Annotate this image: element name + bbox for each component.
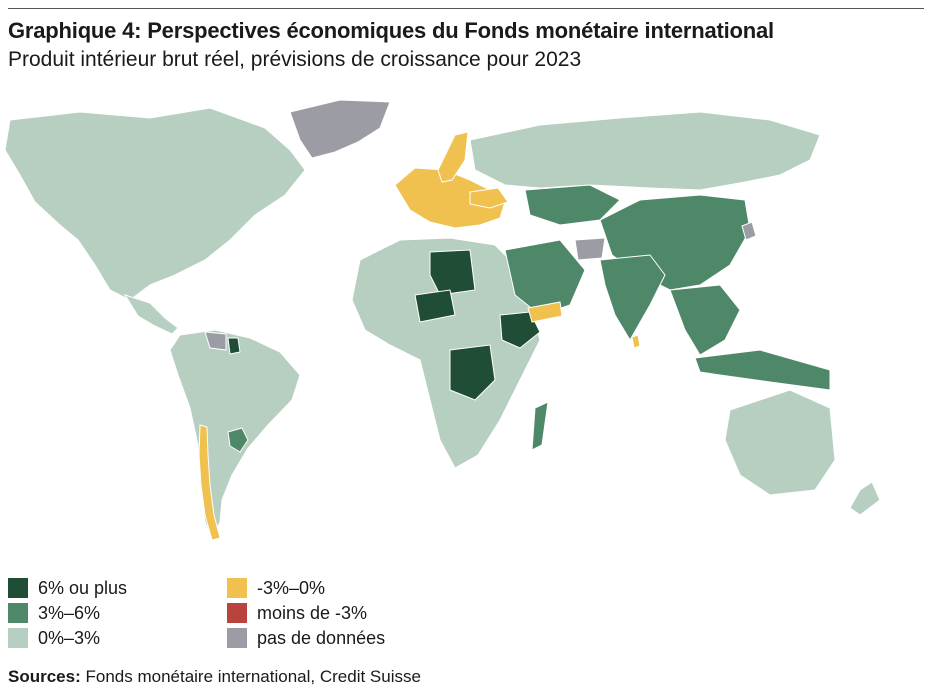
chart-subtitle: Produit intérieur brut réel, prévisions … (8, 48, 582, 71)
region-australia (724, 389, 836, 496)
region-chile (198, 424, 221, 541)
legend-swatch (227, 578, 247, 598)
legend-label: 0%–3% (38, 627, 101, 648)
world-map (4, 99, 881, 541)
region-greenland (289, 99, 391, 159)
region-yemen (527, 301, 563, 323)
legend-label: moins de -3% (257, 602, 368, 623)
continents-base (4, 99, 881, 541)
legend-item: moins de -3% (227, 603, 367, 623)
region-central-america (123, 294, 179, 335)
region-north-america (4, 107, 306, 301)
region-middle-east (504, 239, 586, 316)
legend-item: -3%–0% (227, 578, 325, 598)
legend-label: 3%–6% (38, 602, 101, 623)
legend-label: 6% ou plus (38, 577, 128, 598)
chart-title: Graphique 4: Perspectives économiques du… (8, 18, 774, 43)
region-africa (351, 237, 541, 469)
legend-swatch (8, 603, 28, 623)
region-southeast-asia (669, 284, 741, 356)
region-sri-lanka (631, 334, 641, 349)
region-madagascar (531, 401, 549, 451)
legend-swatch (227, 628, 247, 648)
region-venezuela (204, 331, 227, 351)
region-afghanistan (574, 237, 606, 261)
region-niger (414, 289, 456, 323)
legend-item: 3%–6% (8, 603, 100, 623)
region-india (599, 254, 666, 341)
region-guyana (227, 337, 241, 355)
source-label: Sources: (8, 667, 81, 686)
region-russia (469, 111, 821, 191)
region-ukraine (469, 187, 509, 209)
legend-swatch (8, 578, 28, 598)
region-new-zealand (849, 481, 881, 516)
region-dr-congo (449, 344, 496, 401)
region-north-korea (741, 221, 757, 241)
legend-item: pas de données (227, 628, 385, 648)
legend-item: 0%–3% (8, 628, 100, 648)
source-text: Fonds monétaire international, Credit Su… (85, 667, 421, 686)
region-libya (429, 249, 476, 296)
region-ethiopia (499, 311, 541, 349)
legend-swatch (8, 628, 28, 648)
source-note: Sources: Fonds monétaire international, … (8, 667, 421, 687)
top-rule (8, 8, 924, 9)
legend-item: 6% ou plus (8, 578, 127, 598)
region-paraguay (227, 427, 249, 453)
legend-swatch (227, 603, 247, 623)
region-indonesia (694, 349, 831, 391)
legend-label: pas de données (257, 627, 386, 648)
region-sweden (437, 131, 469, 183)
legend-label: -3%–0% (257, 577, 326, 598)
